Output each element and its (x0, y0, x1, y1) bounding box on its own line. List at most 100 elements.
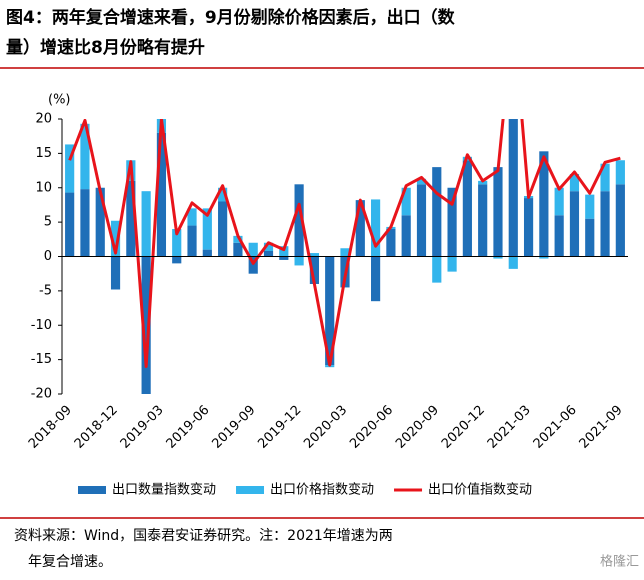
bar (615, 184, 625, 257)
bar (585, 218, 595, 257)
bar (279, 246, 289, 257)
bar (65, 192, 75, 257)
x-tick-label: 2021-06 (531, 403, 580, 452)
bar (600, 163, 610, 192)
bar (416, 178, 427, 185)
x-tick-label: 2019-09 (209, 403, 258, 452)
legend-label: 出口价格指数变动 (270, 482, 374, 498)
x-tick-label: 2020-12 (439, 403, 488, 452)
y-tick-label: 5 (44, 215, 52, 230)
bar (508, 119, 518, 257)
bar (172, 256, 182, 264)
bar (478, 184, 488, 257)
x-tick-label: 2018-12 (72, 403, 121, 452)
bar (340, 248, 350, 257)
y-tick-label: 20 (35, 112, 52, 127)
bar (233, 242, 243, 257)
bar (263, 242, 274, 251)
note: 资料来源：Wind，国泰君安证券研究。注：2021年增速为两 (14, 528, 393, 544)
bar (401, 187, 411, 216)
bar (371, 256, 381, 302)
bar (447, 187, 457, 257)
bar (508, 256, 518, 269)
bar (95, 187, 105, 257)
x-tick-label: 2019-12 (255, 403, 304, 452)
bar (294, 256, 304, 266)
bar (523, 198, 534, 257)
legend-label: 出口数量指数变动 (112, 482, 216, 498)
x-tick-label: 2020-06 (347, 403, 396, 452)
note: 年复合增速。 (28, 553, 112, 570)
x-tick-label: 2021-03 (485, 403, 534, 452)
y-tick-label: -20 (31, 387, 52, 402)
bar (615, 160, 625, 185)
bar (416, 184, 427, 257)
watermark: 格隆汇 (600, 554, 639, 570)
bar (371, 199, 381, 257)
y-tick-label: -15 (31, 352, 52, 367)
line (68, 119, 621, 368)
bar (110, 256, 121, 290)
y-unit: (%) (48, 93, 71, 108)
bar (325, 256, 335, 366)
y-tick-label: 10 (35, 180, 52, 195)
bar (432, 167, 442, 257)
bar (141, 256, 151, 394)
x-tick-label: 2018-09 (26, 403, 75, 452)
y-tick-label: -10 (31, 318, 52, 333)
bar (218, 187, 228, 202)
x-tick-label: 2019-06 (164, 403, 213, 452)
chart-title: 量）增速比8月份略有提升 (6, 37, 205, 58)
bar (126, 180, 136, 257)
bar (248, 256, 258, 274)
y-tick-label: 15 (35, 146, 52, 161)
legend-swatch (78, 486, 106, 494)
bar (187, 208, 197, 226)
bar (279, 256, 289, 260)
bar (65, 144, 75, 193)
x-tick-label: 2021-09 (577, 403, 626, 452)
bar (493, 256, 503, 259)
bar (462, 160, 472, 257)
bar (569, 174, 580, 192)
bar (539, 151, 549, 257)
x-tick-label: 2019-03 (118, 403, 167, 452)
x-tick-label: 2020-03 (301, 403, 350, 452)
bar (110, 220, 121, 257)
bar (80, 123, 90, 190)
plot-area (65, 119, 625, 394)
y-tick-label: 0 (44, 249, 52, 264)
bar (141, 191, 151, 257)
bar (309, 256, 319, 284)
bar (401, 215, 411, 257)
bar (80, 189, 90, 257)
bar (355, 200, 365, 257)
bar (554, 187, 564, 216)
bar (248, 242, 258, 257)
bar (386, 229, 396, 257)
x-tick-label: 2020-09 (393, 403, 442, 452)
bar (432, 256, 442, 283)
bar (202, 249, 212, 257)
bar (478, 180, 488, 185)
bar (156, 132, 167, 257)
chart-title: 图4：两年复合增速来看，9月份剔除价格因素后，出口（数 (6, 7, 456, 28)
bar (585, 194, 595, 219)
bar (554, 215, 564, 257)
bar (447, 256, 457, 272)
bar (569, 191, 580, 257)
bar (218, 201, 228, 257)
bar (187, 225, 197, 257)
bar (294, 184, 304, 257)
legend-label: 出口价值指数变动 (428, 482, 532, 498)
bar (172, 229, 182, 257)
bar (309, 253, 319, 257)
bar (493, 167, 503, 257)
bar (233, 235, 243, 243)
bar (263, 251, 274, 257)
bar (202, 208, 212, 250)
legend-swatch (236, 486, 265, 494)
bar (600, 191, 610, 257)
y-tick-label: -5 (39, 283, 52, 298)
